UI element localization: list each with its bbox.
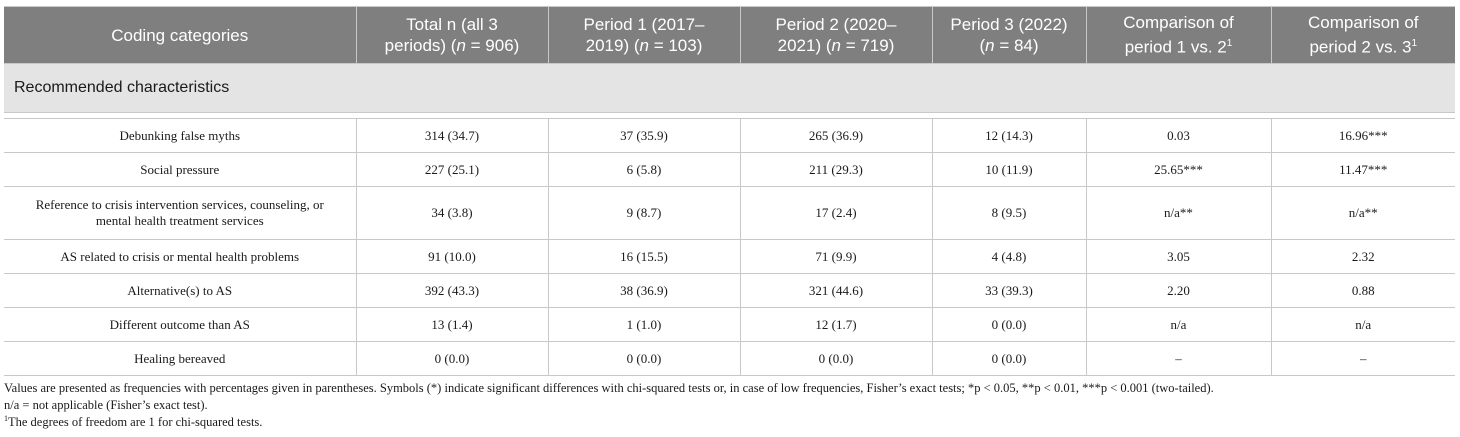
comparison-2-3-cell: 11.47*** [1270,152,1455,187]
comparison-2-3-cell: 16.96*** [1270,118,1455,153]
header-period-3: Period 3 (2022) (n = 84) [931,6,1087,64]
comparison-2-3-cell: 0.88 [1270,273,1455,308]
table-row: Social pressure 227 (25.1) 6 (5.8) 211 (… [4,152,1455,187]
total-cell: 314 (34.7) [355,118,549,153]
total-cell: 0 (0.0) [355,341,549,376]
category-cell: Healing bereaved [4,341,357,376]
footnote-na: n/a = not applicable (Fisher’s exact tes… [4,398,208,412]
header-period-2: Period 2 (2020– 2021) (n = 719) [739,6,933,64]
period-2-cell: 17 (2.4) [739,186,933,240]
period-1-cell: 37 (35.9) [547,118,741,153]
header-total: Total n (all 3 periods) (n = 906) [355,6,549,64]
period-2-cell: 0 (0.0) [739,341,933,376]
results-table: Coding categories Total n (all 3 periods)… [4,6,1455,376]
period-1-cell: 9 (8.7) [547,186,741,240]
category-cell: Alternative(s) to AS [4,273,357,308]
period-1-cell: 16 (15.5) [547,239,741,274]
header-comparison-1-2: Comparison of period 1 vs. 21 [1085,6,1272,64]
category-cell: Different outcome than AS [4,307,357,342]
table-row: Healing bereaved 0 (0.0) 0 (0.0) 0 (0.0)… [4,341,1455,376]
comparison-2-3-cell: – [1270,341,1455,376]
period-1-cell: 1 (1.0) [547,307,741,342]
total-cell: 13 (1.4) [355,307,549,342]
table-row: Different outcome than AS 13 (1.4) 1 (1.… [4,307,1455,342]
table-row: Alternative(s) to AS 392 (43.3) 38 (36.9… [4,273,1455,308]
period-2-cell: 265 (36.9) [739,118,933,153]
category-cell: Social pressure [4,152,357,187]
total-cell: 392 (43.3) [355,273,549,308]
table-row: Debunking false myths 314 (34.7) 37 (35.… [4,118,1455,153]
table-row: Reference to crisis intervention service… [4,186,1455,240]
table-footnotes: Values are presented as frequencies with… [4,380,1214,431]
section-row: Recommended characteristics [4,63,1455,113]
comparison-1-2-cell: n/a [1085,307,1272,342]
comparison-1-2-cell: 2.20 [1085,273,1272,308]
period-3-cell: 8 (9.5) [931,186,1087,240]
category-cell: AS related to crisis or mental health pr… [4,239,357,274]
section-title: Recommended characteristics [4,63,1455,113]
header-period-1: Period 1 (2017– 2019) (n = 103) [547,6,741,64]
period-3-cell: 0 (0.0) [931,341,1087,376]
comparison-1-2-cell: 0.03 [1085,118,1272,153]
period-2-cell: 321 (44.6) [739,273,933,308]
header-coding-categories: Coding categories [4,6,357,64]
period-1-cell: 38 (36.9) [547,273,741,308]
category-cell: Debunking false myths [4,118,357,153]
total-cell: 34 (3.8) [355,186,549,240]
footnote-values: Values are presented as frequencies with… [4,381,1214,395]
table-row: AS related to crisis or mental health pr… [4,239,1455,274]
period-3-cell: 0 (0.0) [931,307,1087,342]
period-3-cell: 33 (39.3) [931,273,1087,308]
total-cell: 227 (25.1) [355,152,549,187]
comparison-1-2-cell: n/a** [1085,186,1272,240]
period-1-cell: 6 (5.8) [547,152,741,187]
header-comparison-2-3: Comparison of period 2 vs. 31 [1270,6,1455,64]
total-cell: 91 (10.0) [355,239,549,274]
period-2-cell: 12 (1.7) [739,307,933,342]
footnote-degrees-of-freedom: 1The degrees of freedom are 1 for chi-sq… [4,413,263,429]
comparison-2-3-cell: n/a [1270,307,1455,342]
header-row: Coding categories Total n (all 3 periods)… [4,6,1455,64]
comparison-1-2-cell: 25.65*** [1085,152,1272,187]
comparison-2-3-cell: n/a** [1270,186,1455,240]
comparison-1-2-cell: 3.05 [1085,239,1272,274]
period-3-cell: 10 (11.9) [931,152,1087,187]
comparison-2-3-cell: 2.32 [1270,239,1455,274]
period-3-cell: 4 (4.8) [931,239,1087,274]
period-2-cell: 71 (9.9) [739,239,933,274]
period-2-cell: 211 (29.3) [739,152,933,187]
comparison-1-2-cell: – [1085,341,1272,376]
period-1-cell: 0 (0.0) [547,341,741,376]
period-3-cell: 12 (14.3) [931,118,1087,153]
category-cell: Reference to crisis intervention service… [4,186,357,240]
